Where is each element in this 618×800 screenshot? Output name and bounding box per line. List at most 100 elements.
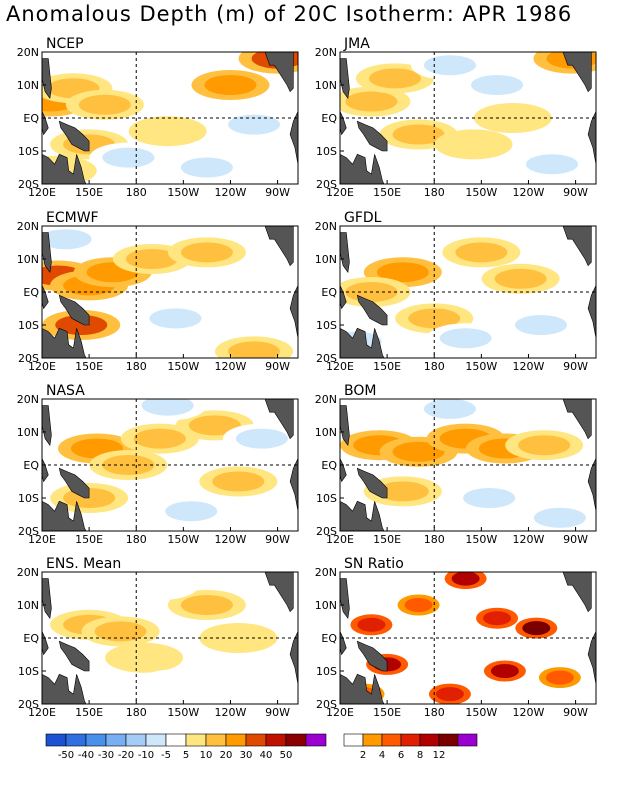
- blob: [455, 242, 508, 263]
- y-tick-label: 10N: [17, 426, 39, 439]
- land-mass: [264, 52, 294, 93]
- y-tick-label: 10S: [18, 145, 39, 158]
- x-tick-label: 180: [424, 533, 445, 546]
- x-tick-label: 150W: [167, 533, 199, 546]
- blob: [471, 75, 524, 95]
- y-tick-label: EQ: [23, 112, 39, 125]
- y-tick-label: 20N: [315, 566, 337, 579]
- blob: [118, 647, 171, 668]
- x-tick-label: 150E: [373, 533, 401, 546]
- x-tick-label: 180: [126, 706, 147, 719]
- land-mass: [567, 52, 596, 184]
- blob: [451, 572, 480, 586]
- panel-title: NCEP: [46, 36, 84, 52]
- y-tick-label: 20N: [17, 46, 39, 59]
- y-tick-label: EQ: [23, 632, 39, 645]
- x-tick-label: 90W: [265, 186, 290, 199]
- colorbar-label: 2: [360, 750, 366, 761]
- land-mass: [58, 120, 90, 152]
- land-mass: [42, 153, 87, 184]
- blob: [486, 108, 539, 128]
- land-mass: [42, 405, 52, 446]
- y-tick-label: 10S: [316, 665, 337, 678]
- colorbar-label: 20: [220, 750, 233, 761]
- land-mass: [42, 285, 49, 310]
- x-tick-label: 150E: [373, 360, 401, 373]
- y-tick-label: 20S: [18, 698, 39, 711]
- land-mass: [42, 578, 52, 619]
- x-tick-label: 120E: [326, 533, 354, 546]
- colorbar-label: -20: [118, 750, 134, 761]
- blob: [404, 598, 433, 612]
- land-mass: [340, 458, 347, 483]
- land-mass: [340, 111, 347, 136]
- land-mass: [269, 52, 298, 184]
- colorbar-swatch: [105, 733, 127, 747]
- x-tick-label: 150E: [75, 706, 103, 719]
- x-tick-label: 150E: [373, 706, 401, 719]
- x-tick-label: 150W: [167, 360, 199, 373]
- blob: [78, 94, 131, 115]
- land-mass: [42, 111, 49, 136]
- land-mass: [562, 572, 592, 613]
- blob: [228, 341, 281, 358]
- x-tick-label: 120E: [326, 706, 354, 719]
- blob: [357, 617, 386, 632]
- land-mass: [562, 52, 592, 93]
- colorbar-label: -40: [78, 750, 94, 761]
- land-mass: [340, 405, 350, 446]
- x-tick-label: 150E: [373, 186, 401, 199]
- blob: [526, 154, 579, 175]
- x-tick-label: 120E: [326, 186, 354, 199]
- x-tick-label: 90W: [563, 706, 588, 719]
- colorbar-swatch: [65, 733, 87, 747]
- y-tick-label: 20S: [18, 178, 39, 191]
- y-tick-label: EQ: [321, 632, 337, 645]
- blob: [94, 621, 147, 642]
- blob: [180, 595, 233, 615]
- colorbar-swatch: [400, 733, 421, 747]
- x-tick-label: 150W: [465, 360, 497, 373]
- colorbar-swatch: [419, 733, 440, 747]
- x-tick-label: 150W: [465, 706, 497, 719]
- y-tick-label: 20N: [315, 220, 337, 233]
- blob: [494, 268, 547, 289]
- land-mass: [340, 327, 385, 358]
- land-mass: [42, 500, 87, 531]
- x-tick-label: 180: [126, 533, 147, 546]
- colorbar-label: 50: [280, 750, 293, 761]
- x-tick-label: 150E: [75, 360, 103, 373]
- y-tick-label: EQ: [321, 459, 337, 472]
- blob: [376, 262, 429, 283]
- blob: [212, 628, 265, 648]
- colorbar-label: 40: [260, 750, 273, 761]
- land-mass: [340, 285, 347, 310]
- blob: [204, 75, 257, 95]
- y-tick-label: 10N: [17, 253, 39, 266]
- land-mass: [562, 226, 592, 267]
- colorbar-label: 10: [200, 750, 213, 761]
- x-tick-label: 180: [424, 706, 445, 719]
- x-tick-label: 180: [424, 360, 445, 373]
- blob: [463, 488, 516, 508]
- colorbar-swatch: [265, 733, 287, 747]
- land-mass: [42, 327, 87, 358]
- colorbar-swatch: [343, 733, 364, 747]
- y-tick-label: 10S: [316, 319, 337, 332]
- land-mass: [42, 58, 52, 99]
- blob: [423, 55, 476, 76]
- blob: [533, 507, 586, 528]
- colorbar-label: -5: [161, 750, 171, 761]
- land-mass: [562, 399, 592, 440]
- x-tick-label: 120W: [513, 360, 545, 373]
- colorbar-label: 4: [379, 750, 385, 761]
- x-tick-label: 150E: [75, 533, 103, 546]
- blob: [392, 441, 445, 462]
- blob: [149, 674, 202, 695]
- x-tick-label: 120W: [215, 186, 247, 199]
- x-tick-label: 150W: [167, 186, 199, 199]
- y-tick-label: 10S: [316, 492, 337, 505]
